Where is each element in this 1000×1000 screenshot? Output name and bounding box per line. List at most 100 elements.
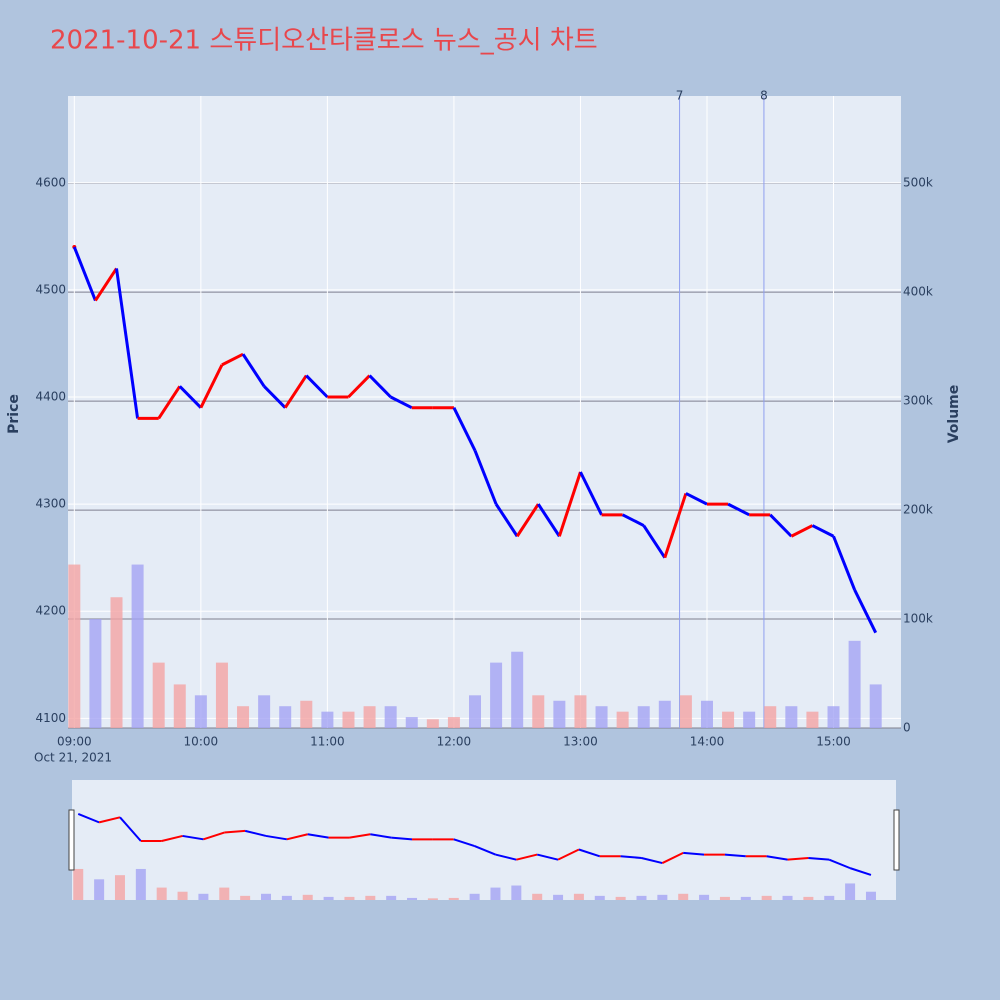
- slider-volume-bar: [573, 893, 584, 900]
- slider-price-segment: [77, 812, 100, 824]
- slider-volume-bar: [532, 893, 543, 900]
- volume-bar: [194, 695, 207, 728]
- volume-bar: [764, 706, 777, 728]
- volume-bar: [405, 717, 418, 728]
- volume-bar: [700, 700, 713, 728]
- y-tick-label: 4200: [35, 604, 66, 618]
- y-tick-label: 4400: [35, 390, 66, 404]
- price-segment: [178, 385, 202, 409]
- slider-volume-bar: [365, 895, 376, 900]
- slider-price-segment: [661, 851, 684, 864]
- volume-bar: [595, 706, 608, 728]
- price-segment: [663, 492, 688, 559]
- slider-price-segment: [849, 867, 872, 876]
- slider-price-segment: [370, 833, 392, 839]
- slider-price-segment: [244, 829, 267, 837]
- price-segment: [241, 353, 266, 388]
- volume-bar: [743, 711, 756, 728]
- slider-price-segment: [286, 833, 308, 841]
- slider-volume-bar: [135, 868, 146, 900]
- slider-price-segment: [516, 853, 538, 861]
- volume-bar: [279, 706, 292, 728]
- volume-bar: [152, 662, 165, 728]
- slider-volume-bar: [302, 894, 313, 900]
- slider-volume-bar: [782, 895, 793, 900]
- price-segment: [263, 385, 287, 409]
- slider-volume-bar: [427, 898, 438, 900]
- slider-volume-bar: [386, 895, 397, 900]
- price-segment: [853, 589, 878, 634]
- price-segment: [94, 267, 118, 302]
- price-segment: [221, 352, 244, 367]
- slider-volume-bar: [865, 891, 876, 900]
- slider-price-segment: [203, 831, 225, 841]
- x-tick-label: 10:00: [184, 735, 219, 749]
- slider-volume-bar: [845, 883, 856, 900]
- slider-volume-bar: [240, 895, 251, 900]
- range-slider[interactable]: [72, 780, 896, 900]
- price-segment: [494, 503, 519, 538]
- volume-bar: [574, 695, 587, 728]
- slider-handle[interactable]: [68, 809, 75, 871]
- y2-tick-label: 100k: [903, 612, 933, 626]
- volume-bar: [342, 711, 355, 728]
- slider-volume-bar: [114, 875, 125, 900]
- volume-bar: [68, 564, 81, 728]
- y-tick-label: 4500: [35, 282, 66, 296]
- slider-price-segment: [474, 845, 496, 856]
- volume-bar: [131, 564, 144, 728]
- volume-bar: [426, 719, 439, 728]
- price-segment: [283, 374, 308, 409]
- volume-bar: [785, 706, 798, 728]
- slider-volume-bar: [261, 893, 272, 900]
- y-axis-title: Price: [6, 394, 22, 434]
- y2-axis-title: Volume: [946, 385, 962, 444]
- volume-bar: [110, 597, 123, 728]
- slider-volume-bar: [761, 895, 772, 900]
- price-segment: [832, 535, 857, 591]
- price-segment: [537, 503, 561, 538]
- slider-volume-bar: [198, 893, 209, 900]
- price-segment: [473, 450, 498, 505]
- plot-area: [68, 96, 901, 728]
- slider-price-segment: [453, 838, 475, 848]
- x-tick-label: 14:00: [690, 735, 725, 749]
- y2-tick-label: 300k: [903, 394, 933, 408]
- volume-bar: [258, 695, 271, 728]
- slider-volume-bar: [469, 893, 480, 900]
- slider-volume-bar: [344, 896, 355, 900]
- volume-bar: [658, 700, 671, 728]
- slider-price-segment: [307, 833, 329, 839]
- volume-bar: [363, 706, 376, 728]
- slider-price-segment: [766, 855, 788, 861]
- slider-price-segment: [641, 856, 663, 865]
- slider-volume-bar: [156, 887, 167, 900]
- volume-bar: [215, 662, 228, 728]
- slider-price-segment: [224, 829, 246, 834]
- slider-volume-bar: [407, 897, 418, 900]
- slider-price-segment: [828, 858, 851, 870]
- slider-volume-bar: [594, 895, 605, 900]
- price-segment: [157, 385, 182, 420]
- slider-volume-bar: [511, 885, 522, 900]
- volume-bar: [511, 651, 524, 728]
- slider-volume-bar: [615, 896, 626, 900]
- price-segment: [115, 268, 140, 419]
- price-segment: [769, 513, 793, 538]
- slider-handle[interactable]: [893, 809, 900, 871]
- slider-volume-bar: [719, 896, 730, 900]
- slider-volume-bar: [699, 894, 710, 900]
- x-date-label: Oct 21, 2021: [34, 751, 112, 765]
- price-segment: [389, 395, 413, 410]
- volume-bar: [384, 706, 397, 728]
- chart-title: 2021-10-21 스튜디오산타클로스 뉴스_공시 차트: [50, 26, 598, 56]
- y2-tick-label: 200k: [903, 503, 933, 517]
- slider-price-segment: [557, 848, 580, 861]
- volume-bar: [490, 662, 503, 728]
- slider-volume-bar: [490, 887, 501, 900]
- price-segment: [515, 503, 540, 538]
- slider-volume-bar: [740, 896, 751, 900]
- volume-bar: [469, 695, 482, 728]
- slider-price-segment: [161, 834, 183, 842]
